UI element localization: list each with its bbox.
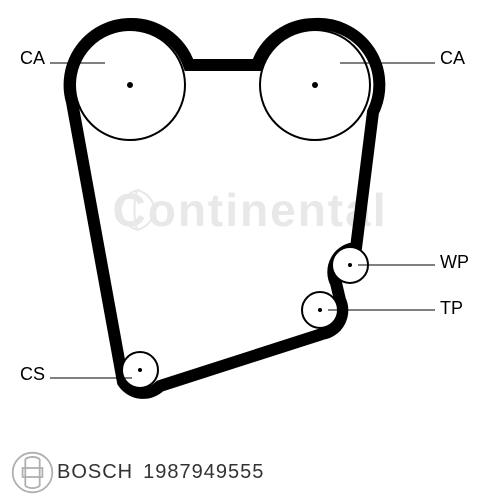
- bosch-logo-icon: [10, 450, 55, 495]
- label-ca-right: CA: [440, 48, 465, 69]
- label-wp: WP: [440, 252, 469, 273]
- label-cs: CS: [20, 364, 45, 385]
- pulley-cs-center: [138, 368, 142, 372]
- footer-brand: BOSCH: [57, 461, 133, 484]
- belt-routing-diagram: [0, 0, 500, 420]
- footer-part-number: 1987949555: [143, 461, 264, 484]
- pulley-ca-left-center: [127, 82, 133, 88]
- footer: BOSCH 1987949555: [0, 445, 500, 500]
- label-ca-left: CA: [20, 48, 45, 69]
- belt-diagram-container: Continental CA CA WP TP CS: [0, 0, 500, 420]
- pulley-ca-right-center: [312, 82, 318, 88]
- pulley-wp-center: [348, 263, 352, 267]
- pulley-tp-center: [318, 308, 322, 312]
- label-tp: TP: [440, 298, 463, 319]
